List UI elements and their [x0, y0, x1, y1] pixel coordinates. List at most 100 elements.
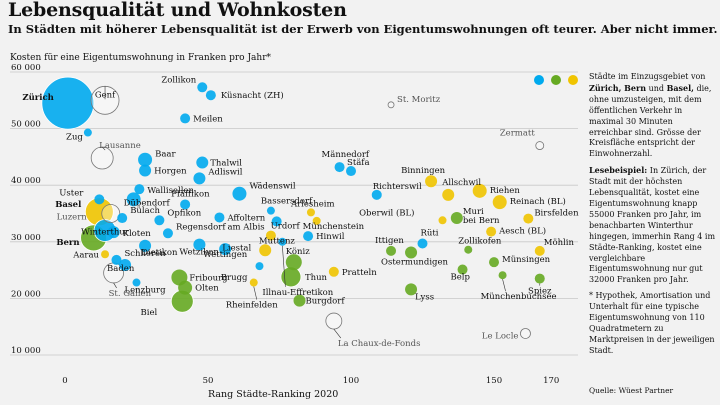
y-tick-label: 30 000: [11, 233, 41, 243]
label-m-nnedorf: Männedorf: [322, 150, 370, 160]
y-tick-label: 10 000: [11, 346, 41, 356]
label-m-nsingen: Münsingen: [502, 255, 551, 265]
y-axis-label: Kosten für eine Eigentumswohnung in Fran…: [10, 53, 272, 63]
label-bassersdorf: Bassersdorf: [261, 197, 313, 207]
point-opfikon: [154, 215, 165, 226]
point-m-nsingen: [489, 257, 499, 268]
point-k-niz: [285, 254, 302, 271]
x-axis-ticks: 0 50 100 150 170: [62, 376, 559, 386]
leader-illnau-effretikon: [282, 245, 286, 287]
point-wetzikon: [193, 238, 206, 251]
label-meilen: Meilen: [193, 114, 223, 124]
point-schlieren: [111, 254, 122, 265]
point-d-bendorf: [126, 192, 141, 207]
label-winterthur: Winterthur: [81, 227, 130, 237]
data-points: [41, 76, 545, 339]
label-d-bendorf: Dübendorf: [124, 198, 171, 208]
y-axis-ticks: 60 000 50 000 40 000 30 000 20 000 10 000: [11, 63, 41, 356]
label-m-nchenbuchsee: Münchenbuchsee: [481, 292, 557, 302]
legend-bern-dot: [551, 75, 561, 85]
point-z-rich: [41, 76, 95, 130]
x-tick-label: 50: [203, 376, 214, 386]
label-wettingen: Wettingen: [203, 250, 248, 260]
label-ittigen: Ittigen: [375, 236, 404, 246]
intro-paragraph: Städte im Einzugsgebiet von Zürich, Bern…: [589, 72, 712, 159]
point-zermatt: [535, 141, 545, 150]
point-oberwil-bl-: [438, 216, 447, 225]
example-paragraph: Lesebeispiel: In Zürich, der Stadt mit d…: [589, 165, 716, 285]
label-allschwil: Allschwil: [441, 178, 481, 188]
label-regensdorf: Regensdorf: [176, 222, 226, 232]
label-w-denswil: Wädenswil: [249, 182, 295, 192]
point-aesch-bl-: [486, 226, 497, 237]
y-tick-label: 50 000: [11, 120, 41, 130]
point-m-nchenstein: [312, 216, 321, 225]
leader-lines: [101, 86, 541, 339]
x-tick-label: 170: [543, 376, 559, 386]
point-uster: [94, 194, 105, 205]
point-ostermundigen: [405, 246, 418, 259]
label-arlesheim: Arlesheim: [290, 199, 335, 209]
label-ostermundigen: Ostermundigen: [381, 258, 448, 268]
label-fribourg: Fribourg: [189, 273, 228, 283]
point-spiez: [534, 273, 545, 284]
point-labels: Zürich Genf Zug Lausanne Basel Luzern BernWint…: [22, 75, 579, 349]
point-w-denswil: [232, 186, 247, 201]
label-affoltern-am-albis: Affoltern am Albis: [226, 213, 265, 232]
point-reinach-bl-: [492, 195, 507, 210]
point-belp: [457, 264, 468, 275]
label-genf: Genf: [95, 90, 116, 100]
label-rheinfelden: Rheinfelden: [226, 301, 278, 311]
point-muttenz: [265, 230, 276, 241]
label-zug: Zug: [66, 133, 83, 143]
point-b-lach: [117, 213, 128, 224]
leader-la-chaux-de-fonds: [333, 328, 342, 339]
sidebar-notes: Städte im Einzugsgebiet von Zürich, Bern…: [589, 72, 717, 362]
label-spiez: Spiez: [528, 287, 552, 297]
point-m-nchenbuchsee: [498, 271, 507, 280]
point-m-nnedorf: [334, 162, 345, 173]
label-r-ti: Rüti: [421, 228, 439, 238]
point-olten: [178, 280, 193, 295]
label-oberwil-bl-: Oberwil (BL): [359, 207, 414, 218]
label-liestal: Liestal: [222, 243, 251, 253]
label-le-locle: Le Locle: [482, 331, 519, 341]
point-pf-ffikon: [180, 199, 191, 210]
label-lenzburg: Lenzburg: [125, 286, 167, 296]
point-brugg: [255, 262, 264, 271]
label-horgen: Horgen: [154, 166, 187, 176]
point-k-snacht-zh-: [205, 90, 216, 101]
label-dietikon: Dietikon: [141, 248, 178, 258]
chart-title: Lebensqualität und Wohnkosten: [8, 0, 347, 21]
label-wetzikon: Wetzikon: [179, 248, 219, 258]
point-la-chaux-de-fonds: [325, 312, 343, 330]
label-luzern: Luzern: [57, 213, 88, 223]
y-tick-label: 20 000: [11, 289, 41, 299]
label-aesch-bl-: Aesch (BL): [498, 226, 546, 237]
point-aarau: [101, 250, 110, 259]
leader-rheinfelden: [253, 286, 258, 300]
point-ittigen: [386, 245, 397, 256]
label-z-rich: Zürich: [22, 92, 53, 103]
label-hinwil: Hinwil: [316, 232, 345, 242]
legend-zurich-dot: [534, 75, 544, 85]
label-illnau-effretikon: Illnau-Effretikon: [262, 288, 333, 298]
label-muri-bei-bern: Muri bei Bern: [463, 207, 500, 226]
label-reinach-bl-: Reinach (BL): [510, 196, 566, 207]
point-bassersdorf: [266, 206, 275, 215]
y-tick-label: 40 000: [11, 176, 41, 186]
point-zollikon: [197, 82, 208, 93]
point-regensdorf: [162, 228, 173, 239]
point-illnau-effretikon: [278, 237, 287, 246]
label-m-hlin: Möhlin: [544, 238, 575, 248]
label-belp: Belp: [451, 273, 471, 283]
point-zollikofen: [464, 245, 473, 254]
label-schlieren: Schlieren: [124, 249, 166, 259]
point-le-locle: [520, 328, 531, 339]
label-k-snacht-zh-: Küsnacht (ZH): [221, 90, 284, 101]
label-thun: Thun: [305, 273, 328, 283]
label-zermatt: Zermatt: [500, 129, 536, 139]
point-meilen: [180, 113, 191, 124]
point-wallisellen: [134, 184, 145, 195]
point-wettingen: [219, 243, 232, 256]
